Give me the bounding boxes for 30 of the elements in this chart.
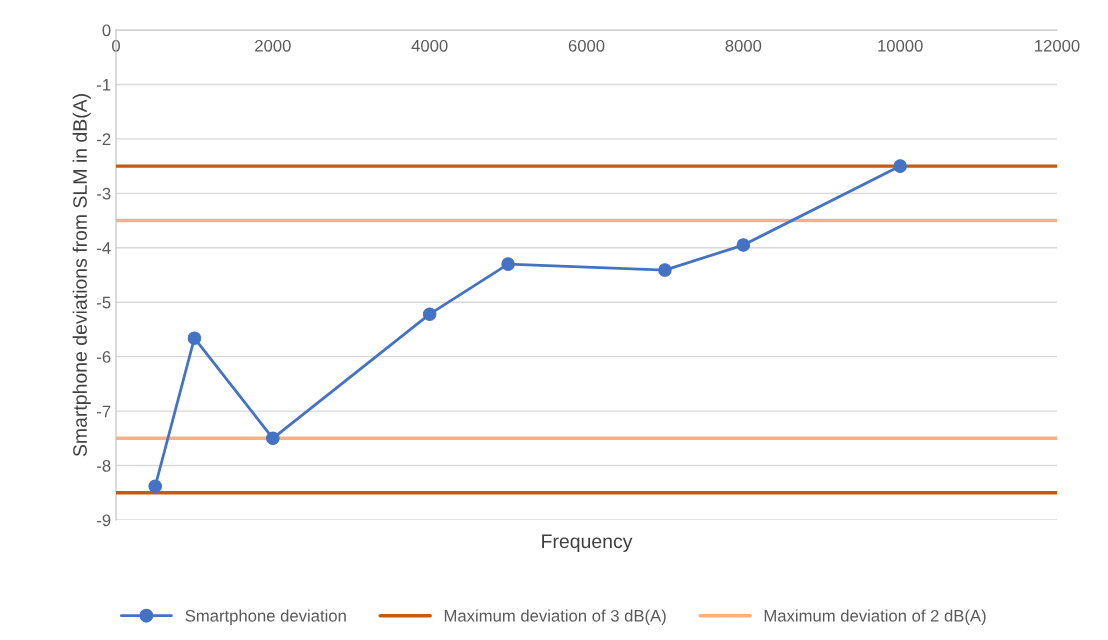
legend-label: Smartphone deviation [185,609,346,625]
y-tick-label: -2 [97,133,111,145]
y-tick-label: -9 [97,514,111,527]
y-tick-label: -1 [97,79,111,91]
point [148,479,162,494]
x-axis-title: Frequency [542,534,633,553]
x-tick-label: 0 [112,39,120,52]
point [187,331,202,345]
y-tick-label: 0 [102,24,111,37]
point [658,263,672,277]
y-axis-title: Smartphone deviations from SLM in dB(A) [72,94,91,457]
x-tick-label: 2000 [255,39,291,52]
y-tick-label: -7 [97,405,111,418]
y-tick-label: -6 [97,351,111,363]
y-tick-label: -3 [97,187,111,200]
x-tick-label: 8000 [725,39,762,52]
point [736,238,751,252]
legend-label: Maximum deviation of 2 dB(A) [764,609,986,625]
y-tick-label: -5 [97,296,111,309]
point [501,257,515,271]
x-tick-label: 4000 [411,39,448,52]
x-tick-label: 12000 [1035,39,1080,52]
point [266,431,280,446]
legend-label: Maximum deviation of 3 dB(A) [444,609,666,625]
point [422,307,437,321]
x-tick-label: 10000 [878,39,923,52]
x-tick-label: 6000 [568,39,605,52]
y-tick-label: -4 [97,242,111,254]
point [893,159,907,173]
y-tick-label: -8 [97,459,111,472]
